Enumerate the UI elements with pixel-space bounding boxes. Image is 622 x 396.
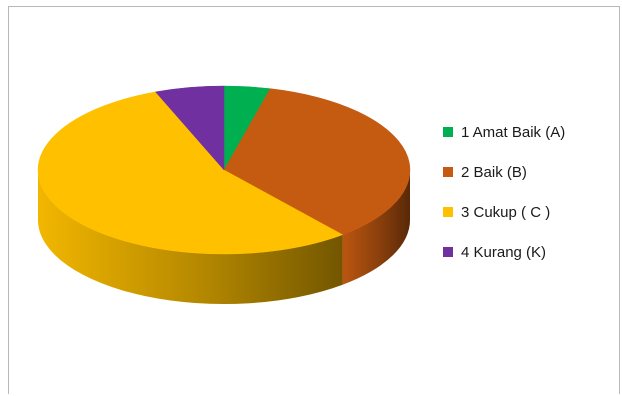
pie-slice-baik — [223, 88, 411, 235]
pie-side-shade-cukup — [38, 170, 343, 304]
legend-swatch-cukup — [443, 207, 453, 217]
legend-label-baik: 2 Baik (B) — [461, 163, 527, 181]
pie-slice-kurang — [155, 85, 225, 171]
chart-legend: 1 Amat Baik (A) 2 Baik (B) 3 Cukup ( C )… — [443, 124, 565, 284]
pie-side-shade-baik — [342, 170, 410, 285]
legend-label-kurang: 4 Kurang (K) — [461, 243, 547, 261]
legend-swatch-amat-baik — [443, 127, 453, 137]
legend-item-cukup: 3 Cukup ( C ) — [443, 203, 565, 221]
legend-swatch-baik — [443, 167, 453, 177]
legend-item-baik: 2 Baik (B) — [443, 163, 565, 181]
legend-swatch-kurang — [443, 247, 453, 257]
pie-slice-cukup — [37, 91, 344, 255]
legend-label-cukup: 3 Cukup ( C ) — [461, 203, 551, 221]
legend-item-kurang: 4 Kurang (K) — [443, 243, 565, 261]
legend-label-amat-baik: 1 Amat Baik (A) — [461, 123, 566, 141]
pie-top-slices — [37, 85, 411, 255]
pie-side-walls — [38, 170, 410, 304]
legend-item-amat-baik: 1 Amat Baik (A) — [443, 123, 566, 141]
